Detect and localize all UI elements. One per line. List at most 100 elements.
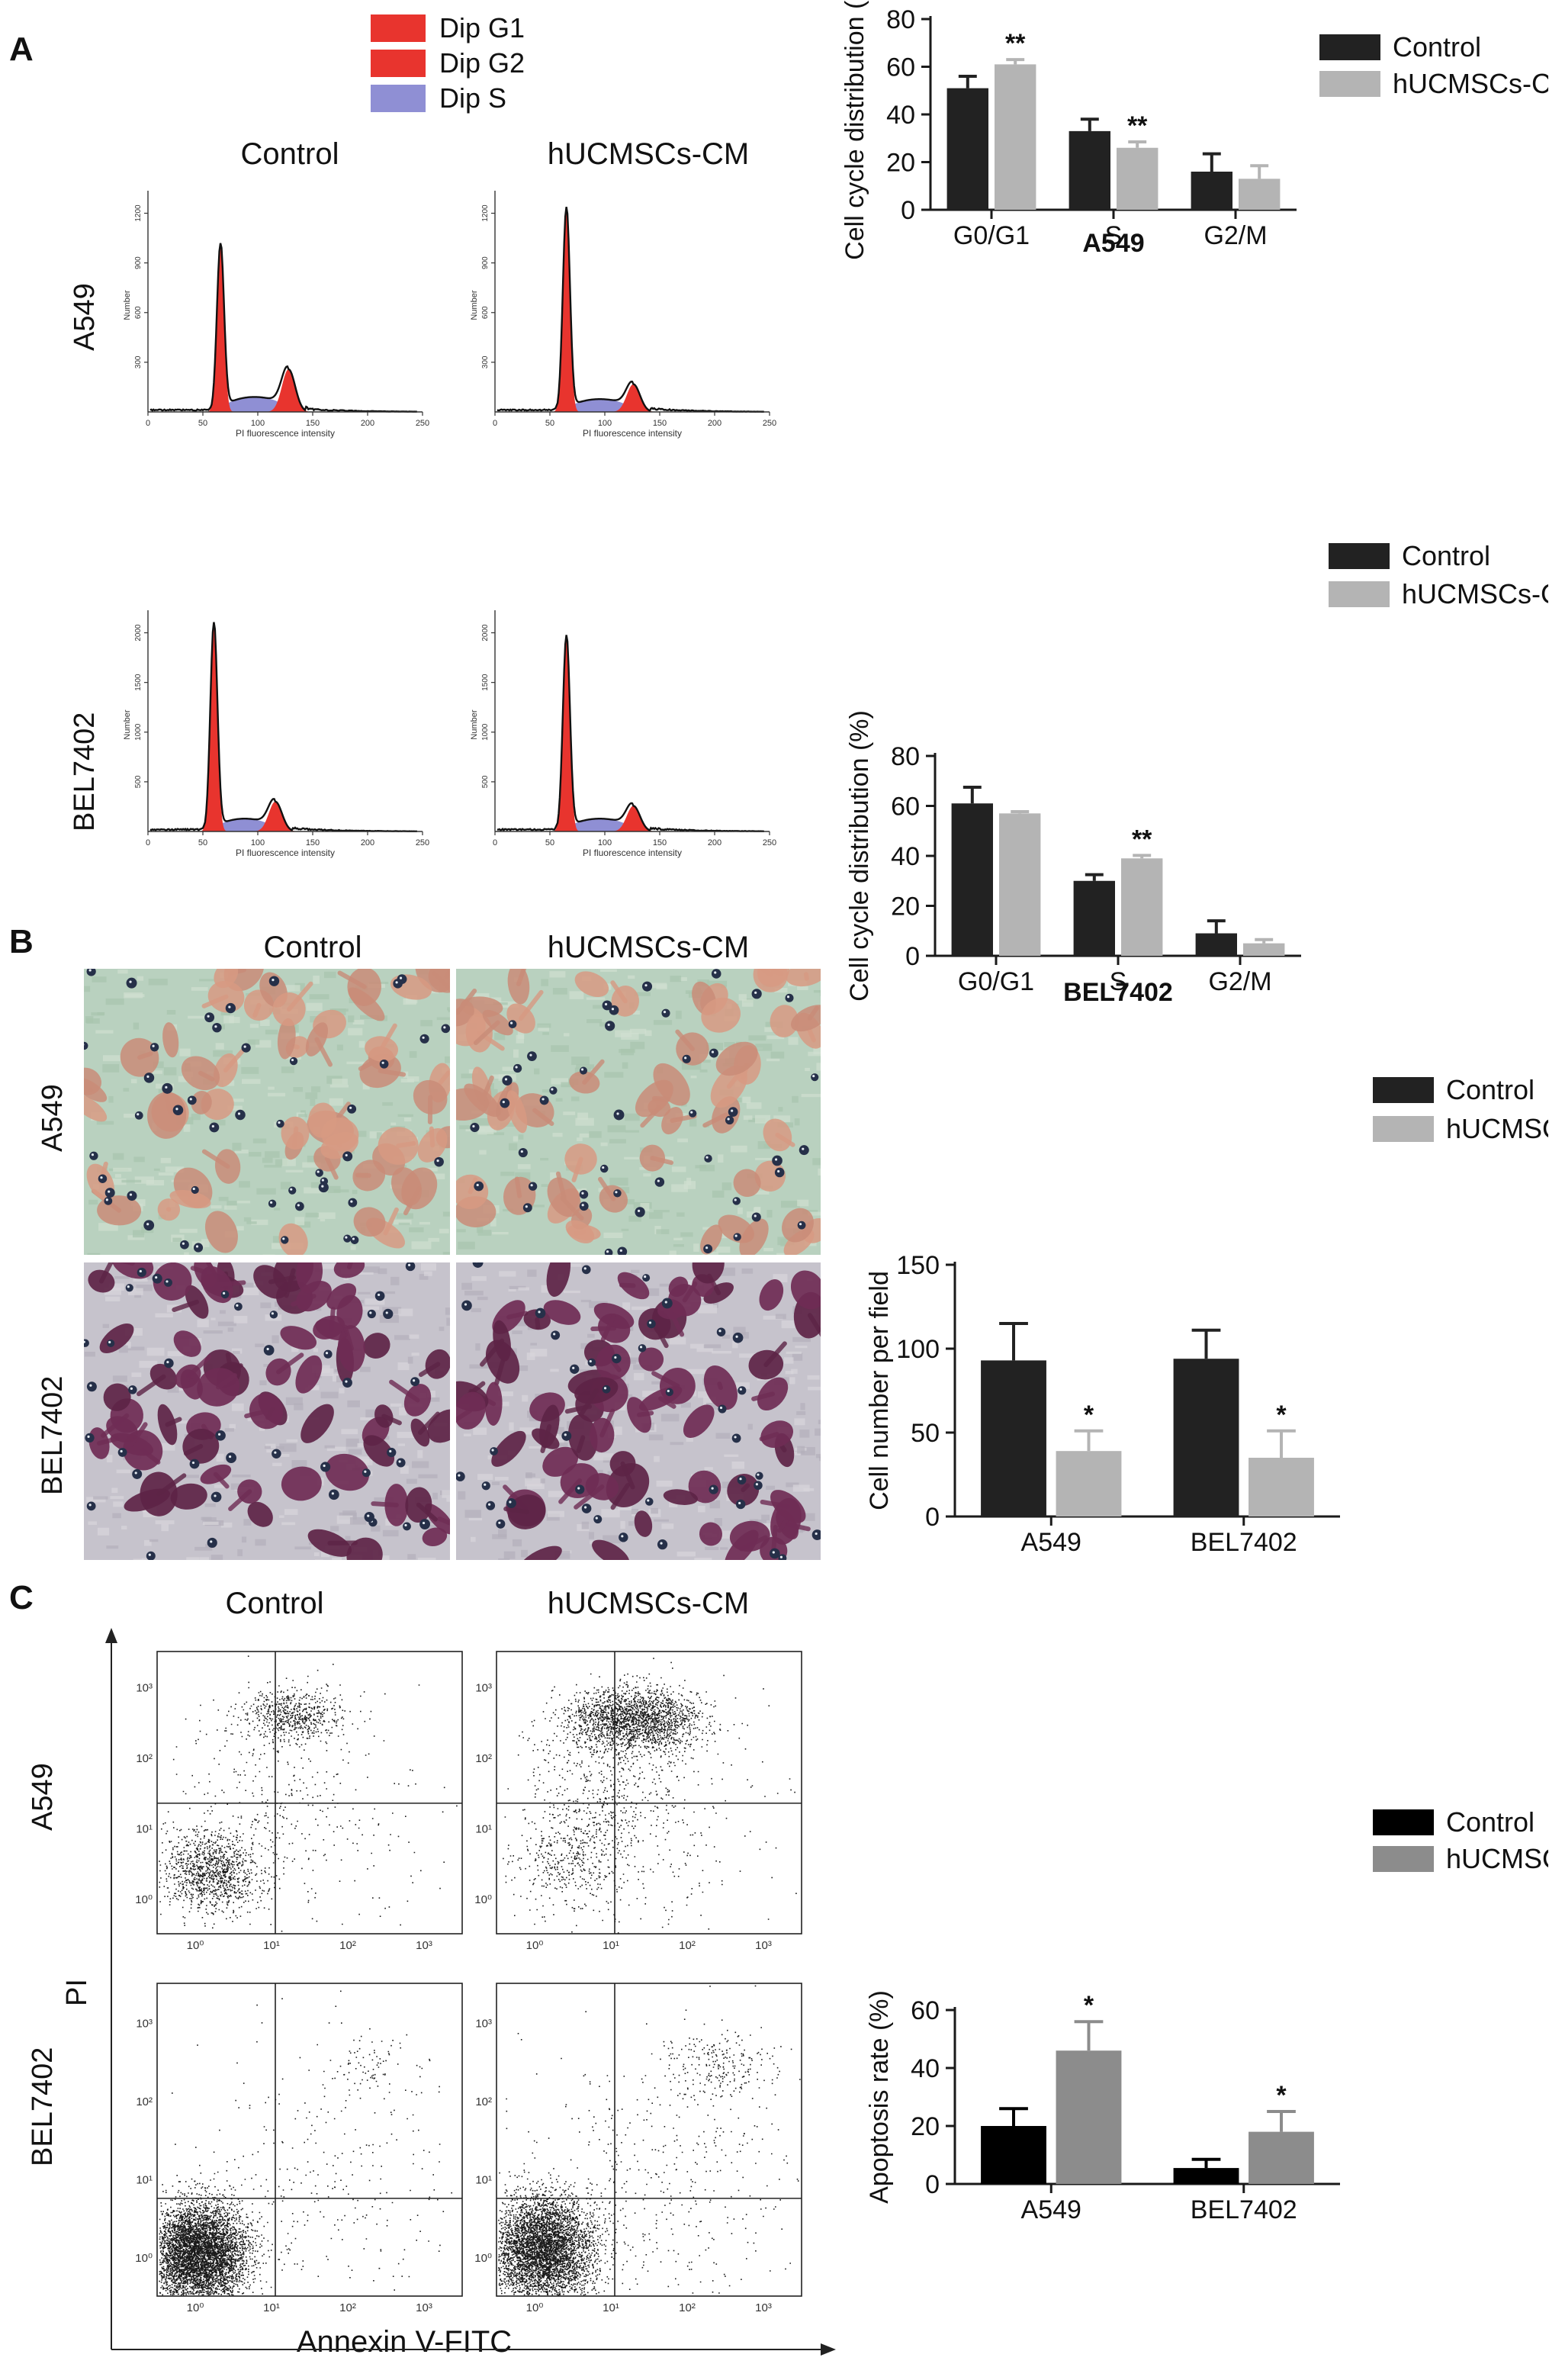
micrograph-pore-highlight xyxy=(272,979,274,981)
micrograph-pore xyxy=(619,1533,628,1542)
micrograph-texture xyxy=(797,1200,808,1207)
micrograph-pore-highlight xyxy=(129,981,131,983)
micrograph-pore-highlight xyxy=(590,1360,592,1362)
micrograph-pore-highlight xyxy=(182,1243,185,1245)
micrograph-texture xyxy=(808,1375,820,1380)
micrograph-texture xyxy=(325,1446,336,1449)
micrograph-pore-highlight xyxy=(605,1003,607,1005)
micrograph-texture xyxy=(361,1307,379,1311)
micrograph-pore xyxy=(506,1498,516,1508)
micrograph-pore-highlight xyxy=(218,1433,220,1436)
micrograph-pore-highlight xyxy=(509,1500,511,1503)
micrograph-texture xyxy=(156,1520,175,1524)
legend-label: Control xyxy=(1402,540,1490,571)
micrograph-pore xyxy=(647,1320,656,1329)
micrograph-pore-highlight xyxy=(665,1301,667,1303)
x-tick-label: BEL7402 xyxy=(1191,2195,1297,2224)
histogram-x-tick-label: 250 xyxy=(763,419,776,428)
micrograph-texture xyxy=(107,1455,113,1462)
legend-item-dip-s: Dip S xyxy=(371,81,525,116)
x-tick-label: A549 xyxy=(1021,1528,1081,1557)
micrograph-texture xyxy=(656,1229,669,1233)
histogram-x-tick-label: 200 xyxy=(708,419,721,428)
micrograph-texture xyxy=(234,1316,248,1323)
legend-swatch xyxy=(1373,1077,1434,1103)
panel-b-row-a549: A549 xyxy=(37,1084,69,1152)
micrograph-cell-process xyxy=(217,1282,244,1285)
micrograph-texture xyxy=(630,1042,644,1050)
micrograph-texture xyxy=(204,1330,223,1333)
micrograph-pore xyxy=(689,1109,696,1117)
micrograph-cell-process xyxy=(622,1285,634,1286)
micrograph-texture xyxy=(615,1031,631,1037)
flow-y-tick-label: 10⁰ xyxy=(135,1893,153,1906)
micrograph-texture xyxy=(464,1291,484,1295)
micrograph-pore xyxy=(662,1298,673,1309)
histogram-x-tick-label: 0 xyxy=(146,838,150,847)
micrograph-texture xyxy=(542,1184,548,1187)
legend-swatch xyxy=(1329,581,1390,607)
micrograph-texture xyxy=(577,1137,583,1141)
micrograph-pore-highlight xyxy=(705,1156,708,1159)
histogram-g1-area xyxy=(553,207,580,412)
legend-label: hUCMSCs-CM xyxy=(1446,1843,1548,1874)
bar xyxy=(981,2126,1046,2184)
micrograph-texture xyxy=(232,1404,244,1411)
micrograph-pore xyxy=(703,1244,712,1253)
micrograph-texture xyxy=(115,1174,121,1178)
histogram-legend: Dip G1 Dip G2 Dip S xyxy=(371,11,525,116)
micrograph-pore xyxy=(221,1291,230,1299)
micrograph-texture xyxy=(412,1352,419,1356)
histogram-x-tick-label: 250 xyxy=(416,838,429,847)
histogram-y-tick-label: 1000 xyxy=(134,723,143,741)
micrograph-cell-process xyxy=(517,1179,519,1196)
micrograph-texture xyxy=(200,1557,209,1560)
flow-x-tick-label: 10⁰ xyxy=(187,2301,204,2314)
micrograph-pore-highlight xyxy=(404,1524,407,1526)
micrograph-texture xyxy=(689,1119,696,1127)
flow-y-tick-label: 10⁰ xyxy=(474,1893,492,1906)
y-tick-label: 0 xyxy=(925,1503,940,1532)
micrograph-texture xyxy=(106,1545,118,1549)
y-tick-label: 60 xyxy=(911,1996,940,2025)
micrograph-pore xyxy=(461,1301,472,1311)
micrograph-texture xyxy=(147,1348,165,1356)
micrograph-pore-highlight xyxy=(267,1348,269,1350)
micrograph-pore-highlight xyxy=(614,1356,616,1359)
histogram-y-tick-label: 600 xyxy=(134,306,143,319)
histogram-x-tick-label: 50 xyxy=(545,419,554,428)
micrograph-texture xyxy=(676,1212,685,1217)
micrograph-texture xyxy=(649,1212,663,1219)
micrograph-texture xyxy=(161,1524,169,1531)
micrograph-pore xyxy=(342,1151,352,1161)
micrograph-pore xyxy=(190,1459,200,1469)
panel-c-column-hucmscs: hUCMSCs-CM xyxy=(519,1587,778,1621)
micrograph-bel7402-control xyxy=(84,1262,450,1560)
micrograph-texture xyxy=(739,994,747,1000)
micrograph-texture xyxy=(399,1223,410,1225)
micrograph-texture xyxy=(796,1411,805,1415)
micrograph-texture xyxy=(553,1133,563,1137)
micrograph-texture xyxy=(324,972,336,978)
histogram-y-tick-label: 2000 xyxy=(481,624,490,642)
micrograph-texture xyxy=(265,1446,271,1449)
micrograph-texture xyxy=(677,1139,688,1143)
micrograph-cell-process xyxy=(222,1365,240,1368)
micrograph-texture xyxy=(123,1088,129,1092)
micrograph-texture xyxy=(102,1064,119,1073)
micrograph-pore-highlight xyxy=(812,1075,815,1077)
micrograph-texture xyxy=(217,1454,224,1462)
y-tick-label: 40 xyxy=(911,2054,940,2083)
micrograph-pore xyxy=(383,1309,393,1319)
micrograph-pore xyxy=(549,1086,557,1094)
micrograph-pore-highlight xyxy=(472,1125,474,1127)
micrograph-texture xyxy=(498,1529,507,1538)
micrograph-texture xyxy=(677,1552,696,1556)
micrograph-pore-highlight xyxy=(773,1551,775,1553)
micrograph-texture xyxy=(358,1292,371,1295)
micrograph-texture xyxy=(88,1200,98,1204)
micrograph-pore xyxy=(150,1043,159,1051)
micrograph-texture xyxy=(282,1159,296,1166)
panel-a-column-control: Control xyxy=(191,137,389,172)
micrograph-pore-highlight xyxy=(100,1176,102,1179)
